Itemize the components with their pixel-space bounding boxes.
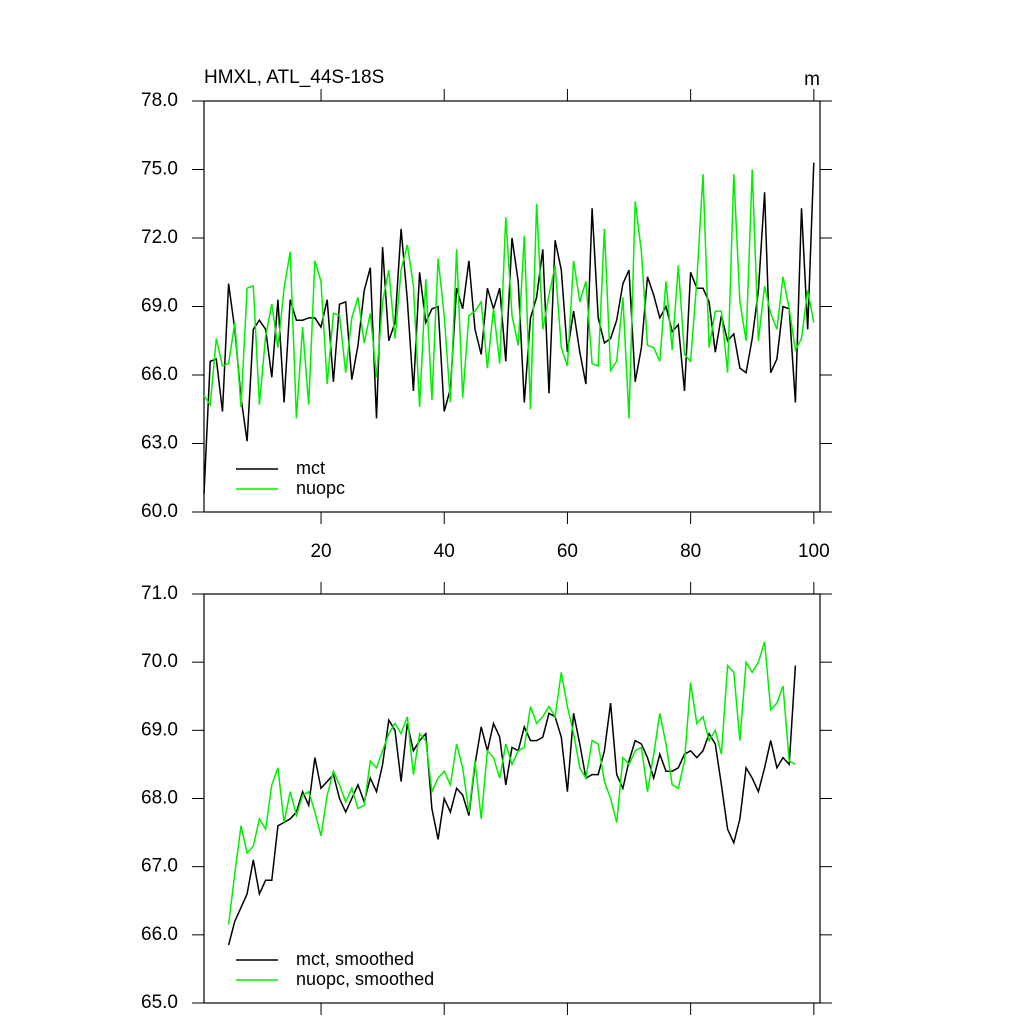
y-tick-label: 60.0 [141,501,178,522]
y-tick-label: 72.0 [141,227,178,248]
legend-label: mct, smoothed [296,949,414,969]
y-tick-label: 65.0 [141,992,178,1013]
x-tick-label: 100 [798,541,830,562]
series-line [203,169,815,419]
legend-label: mct [296,458,325,478]
y-tick-label: 71.0 [141,583,178,604]
y-tick-label: 78.0 [141,90,178,111]
x-tick-label: 60 [557,541,578,562]
legend-label: nuopc [296,478,345,498]
series-line [203,162,815,494]
legend-label: nuopc, smoothed [296,969,434,989]
y-tick-label: 63.0 [141,433,178,454]
y-tick-label: 68.0 [141,788,178,809]
units-label: m [804,69,820,90]
x-tick-label: 20 [310,541,331,562]
chart-title: HMXL, ATL_44S-18S [204,67,384,88]
y-tick-label: 67.0 [141,856,178,877]
y-tick-label: 69.0 [141,296,178,317]
x-tick-label: 40 [434,541,455,562]
y-tick-label: 69.0 [141,719,178,740]
series-line [227,641,796,925]
series-line [227,665,797,946]
y-tick-label: 70.0 [141,651,178,672]
y-tick-label: 75.0 [141,159,178,180]
plot-frame [203,593,821,1004]
y-tick-label: 66.0 [141,364,178,385]
x-tick-label: 80 [680,541,701,562]
y-tick-label: 66.0 [141,924,178,945]
